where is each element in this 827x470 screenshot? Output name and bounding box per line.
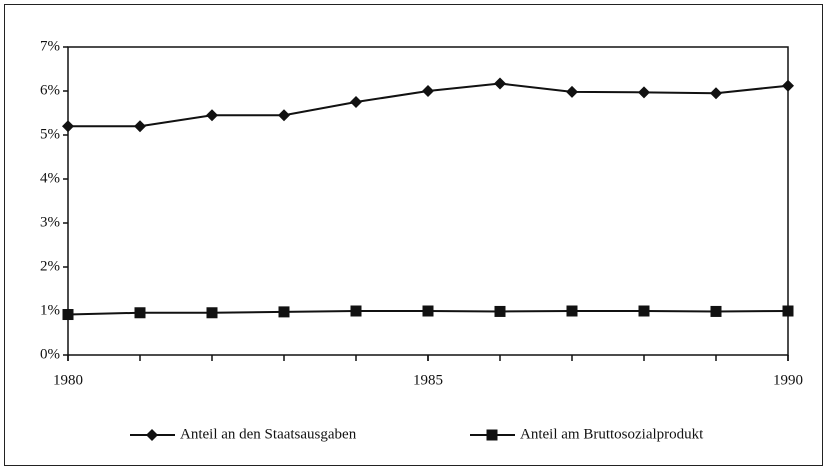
point (638, 305, 650, 317)
y-tick-label: 6% (40, 82, 60, 98)
point (134, 120, 146, 133)
point (278, 109, 290, 122)
point (278, 306, 290, 318)
legend-marker (146, 429, 158, 441)
point (350, 96, 362, 108)
point (494, 305, 506, 317)
point (566, 85, 578, 98)
point (206, 307, 218, 319)
y-tick-label: 0% (40, 346, 60, 362)
x-tick-label: 1985 (413, 372, 443, 388)
point (638, 86, 650, 99)
point (206, 109, 218, 122)
y-tick-label: 2% (40, 258, 60, 274)
point (782, 79, 794, 92)
y-tick-label: 3% (40, 214, 60, 230)
point (494, 77, 506, 90)
point (782, 305, 794, 317)
x-tick-label: 1990 (773, 372, 803, 388)
legend-label: Anteil an den Staatsausgaben (180, 426, 357, 442)
x-tick-label: 1980 (53, 372, 83, 388)
point (710, 305, 722, 317)
point (134, 307, 146, 319)
y-tick-label: 5% (40, 126, 60, 142)
frame (4, 4, 823, 466)
point (422, 85, 434, 97)
legend-marker (486, 429, 498, 441)
point (566, 305, 578, 317)
point (350, 305, 362, 317)
point (62, 120, 74, 133)
point (62, 309, 74, 321)
y-tick-label: 4% (40, 170, 60, 186)
point (422, 305, 434, 317)
y-tick-label: 1% (40, 302, 60, 318)
legend-label: Anteil am Bruttosozialprodukt (520, 426, 704, 442)
y-tick-label: 7% (40, 38, 60, 54)
point (710, 87, 722, 100)
